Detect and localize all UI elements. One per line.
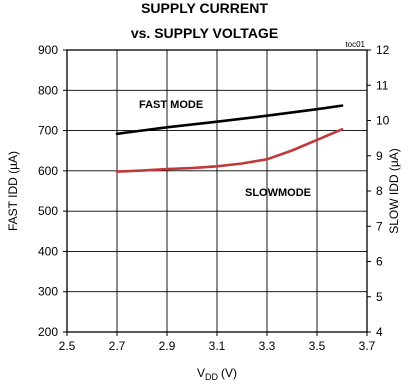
y-axis-label-left: FAST IDD (µA) bbox=[6, 151, 20, 231]
y-tick-label-left: 900 bbox=[38, 43, 58, 57]
y-tick-label-right: 10 bbox=[376, 114, 390, 128]
x-tick-label: 2.7 bbox=[109, 339, 126, 353]
y-tick-label-right: 6 bbox=[376, 255, 383, 269]
y-tick-label-right: 4 bbox=[376, 325, 383, 339]
x-axis-label-main: V bbox=[197, 366, 205, 380]
y-tick-label-right: 12 bbox=[376, 43, 390, 57]
y-tick-label-left: 400 bbox=[38, 244, 58, 258]
x-tick-label: 2.5 bbox=[59, 339, 76, 353]
x-tick-label: 2.9 bbox=[159, 339, 176, 353]
x-axis-label: VDD (V) bbox=[197, 366, 237, 382]
y-tick-label-right: 11 bbox=[376, 78, 389, 92]
slow-mode-line bbox=[115, 128, 344, 173]
y-tick-label-left: 800 bbox=[38, 83, 58, 97]
x-tick-label: 3.7 bbox=[359, 339, 376, 353]
x-tick-label: 3.5 bbox=[309, 339, 326, 353]
y-tick-label-left: 600 bbox=[38, 164, 58, 178]
x-axis-label-subscript: DD bbox=[205, 372, 218, 382]
y-tick-label-left: 200 bbox=[38, 325, 58, 339]
toc-note: toc01 bbox=[345, 40, 365, 49]
x-tick-label: 3.1 bbox=[209, 339, 226, 353]
y-tick-label-left: 500 bbox=[38, 204, 58, 218]
grid-lines bbox=[67, 50, 367, 332]
y-tick-label-left: 300 bbox=[38, 285, 58, 299]
y-tick-label-right: 8 bbox=[376, 184, 383, 198]
chart-title: SUPPLY CURRENT bbox=[141, 0, 268, 16]
y-tick-label-left: 700 bbox=[38, 124, 58, 138]
y-axis-label-right: SLOW IDD (µA) bbox=[387, 148, 401, 234]
x-axis-label-unit: (V) bbox=[221, 366, 237, 380]
fast-mode-line bbox=[115, 104, 344, 136]
slow-mode-label: SLOWMODE bbox=[245, 187, 311, 199]
y-tick-label-right: 5 bbox=[376, 290, 383, 304]
y-tick-label-right: 9 bbox=[376, 149, 383, 163]
chart-subtitle: vs. SUPPLY VOLTAGE bbox=[130, 25, 279, 41]
y-tick-label-right: 7 bbox=[376, 219, 383, 233]
fast-mode-label: FAST MODE bbox=[139, 99, 203, 111]
x-tick-label: 3.3 bbox=[259, 339, 276, 353]
